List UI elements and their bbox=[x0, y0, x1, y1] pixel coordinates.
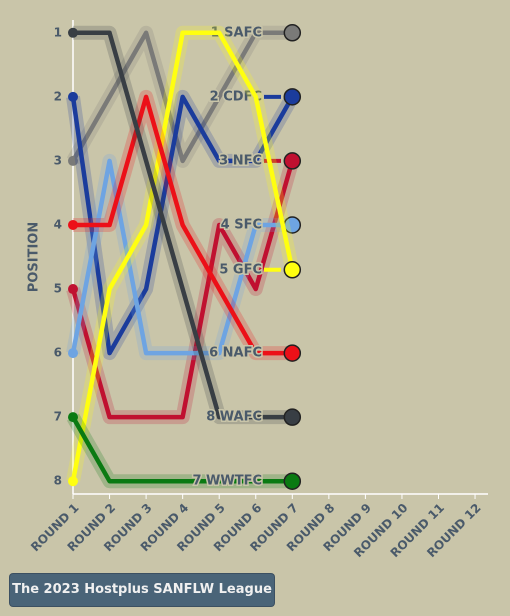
y-tick-label: 6 bbox=[54, 346, 62, 360]
y-tick-label: 2 bbox=[54, 89, 62, 103]
start-dot bbox=[68, 412, 78, 423]
team-logo bbox=[283, 24, 302, 42]
series-label: 4 SFC bbox=[221, 217, 262, 232]
y-tick-label: 7 bbox=[54, 410, 62, 424]
team-logo bbox=[283, 408, 302, 426]
series-label: 2 CDFC bbox=[210, 89, 262, 104]
series-line bbox=[70, 30, 295, 482]
start-dot bbox=[68, 91, 78, 102]
team-logo bbox=[283, 152, 302, 170]
team-logo bbox=[283, 472, 302, 490]
league-button[interactable]: The 2023 Hostplus SANFLW League bbox=[10, 574, 274, 606]
y-axis-label: POSITION bbox=[27, 222, 42, 292]
team-logo bbox=[283, 88, 302, 106]
team-logo bbox=[283, 344, 302, 362]
series-line bbox=[70, 158, 293, 356]
series-label: 8 WAFC bbox=[206, 410, 262, 425]
y-tick-label: 5 bbox=[54, 282, 62, 296]
series-line bbox=[70, 160, 295, 420]
y-tick-label: 8 bbox=[54, 474, 62, 488]
start-dot bbox=[68, 27, 78, 38]
y-tick-label: 3 bbox=[54, 153, 62, 167]
start-dot bbox=[68, 348, 78, 359]
series-label: 5 GFC bbox=[219, 262, 262, 277]
series-line bbox=[73, 30, 293, 420]
y-tick-label: 1 bbox=[54, 25, 62, 39]
series-line bbox=[71, 30, 293, 164]
series-line bbox=[71, 416, 293, 484]
series-line bbox=[73, 94, 293, 356]
start-dot bbox=[68, 155, 78, 166]
start-dot bbox=[68, 476, 78, 487]
series-line bbox=[70, 94, 295, 356]
series-label: 3 NFC bbox=[219, 153, 262, 168]
y-tick-label: 4 bbox=[54, 217, 62, 231]
series-label: 6 NAFC bbox=[209, 346, 262, 361]
series-label: 7 WWTFC bbox=[192, 474, 262, 489]
team-logo bbox=[283, 261, 302, 279]
start-dot bbox=[68, 284, 78, 295]
start-dot bbox=[68, 219, 78, 230]
